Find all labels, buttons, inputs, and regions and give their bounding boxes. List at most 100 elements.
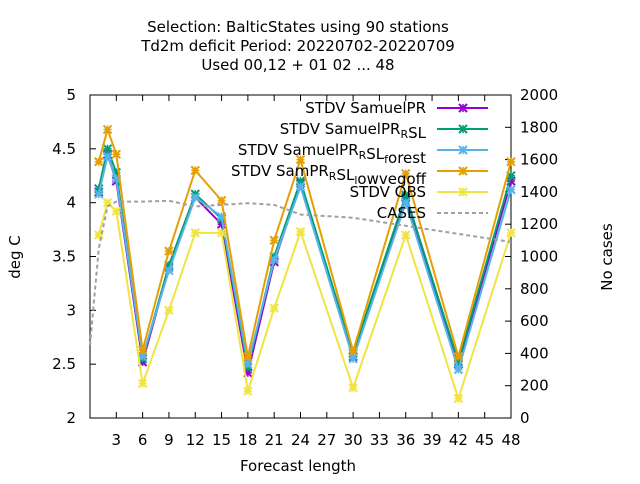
data-point	[216, 195, 227, 206]
legend-label-text: STDV OBS	[350, 183, 426, 201]
series-group	[89, 124, 516, 404]
legend-label-subscript: f	[384, 153, 389, 166]
legend-item-2: STDV SamuelPRRSLforest	[238, 141, 488, 167]
data-point	[295, 227, 306, 237]
data-point	[453, 364, 464, 375]
y2-axis-label: No cases	[598, 223, 616, 291]
data-point	[190, 165, 200, 176]
data-point	[137, 378, 148, 389]
legend-label-subscript: R	[329, 170, 337, 183]
axes: 3 6 9 12 15 18 21 24 27 30 33 36 39 42 45 4822.533.544.…	[52, 86, 558, 449]
legend-label: STDV SamuelPRRSL	[280, 120, 427, 142]
legend-label-subscript: l	[354, 174, 357, 187]
data-point	[102, 151, 113, 162]
title-line-2: Td2m deficit Period: 20220702-20220709	[140, 37, 455, 55]
x-tick-label: 30	[344, 431, 363, 449]
data-point	[111, 206, 122, 216]
data-point	[401, 197, 411, 208]
data-point	[111, 149, 122, 159]
x-axis-label: Forecast length	[240, 457, 356, 475]
legend-label-text: STDV SamuelPR	[305, 99, 426, 117]
legend-label-subscript: R	[400, 128, 408, 141]
series-line	[97, 200, 512, 402]
y2-tick-label: 2000	[520, 86, 558, 104]
legend-label-subscript: R	[359, 149, 367, 162]
y-tick-label: 5	[66, 86, 76, 104]
x-tick-label: 15	[212, 431, 231, 449]
data-point	[295, 154, 306, 165]
data-point	[453, 393, 464, 404]
data-point	[295, 181, 306, 192]
x-tick-label: 12	[186, 431, 205, 449]
legend-marker	[458, 103, 468, 113]
data-point	[164, 246, 174, 256]
data-point	[94, 189, 104, 199]
data-point	[506, 185, 516, 195]
legend-label-text: STDV SamuelPR	[280, 120, 401, 138]
legend-item-1: STDV SamuelPRRSL	[280, 120, 488, 142]
data-point	[506, 157, 516, 167]
legend-label: STDV SamuelPR	[305, 99, 426, 117]
y-tick-label: 2.5	[52, 355, 76, 373]
legend-label: STDV SamuelPRRSLforest	[238, 141, 426, 167]
data-point	[243, 351, 253, 362]
x-tick-label: 42	[449, 431, 468, 449]
data-point	[190, 192, 200, 202]
series-line	[89, 199, 512, 346]
legend-item-0: STDV SamuelPR	[305, 99, 488, 117]
y2-tick-label: 800	[520, 280, 549, 298]
data-point	[269, 235, 279, 246]
data-point	[102, 144, 113, 154]
legend-label-text: SL	[366, 145, 385, 163]
y-tick-label: 3.5	[52, 248, 76, 266]
x-tick-label: 24	[291, 431, 310, 449]
legend-label-text: owvegoff	[357, 170, 426, 188]
series-line	[97, 126, 512, 361]
data-point	[348, 383, 358, 393]
x-tick-label: 33	[370, 431, 389, 449]
y2-tick-label: 1600	[520, 151, 558, 169]
legend-item-5: CASES	[377, 204, 488, 222]
series-4	[94, 197, 516, 404]
chart-title: Selection: BalticStates using 90 station…	[140, 18, 455, 74]
y2-tick-label: 1200	[520, 215, 558, 233]
data-point	[102, 124, 113, 135]
x-tick-label: 3	[112, 431, 122, 449]
data-point	[506, 228, 516, 238]
legend-label-text: CASES	[377, 204, 426, 222]
legend-label-text: STDV SamuelPR	[238, 141, 359, 159]
legend-label-text: STDV SamPR	[231, 162, 329, 180]
data-point	[401, 190, 411, 200]
series-3	[94, 124, 516, 362]
legend-label-text: orest	[388, 149, 426, 167]
data-point	[190, 228, 200, 238]
data-point	[137, 345, 148, 355]
data-point	[453, 351, 464, 362]
x-tick-label: 9	[164, 431, 174, 449]
data-point	[269, 303, 279, 313]
data-point	[216, 228, 227, 238]
y2-tick-label: 1400	[520, 183, 558, 201]
data-point	[243, 386, 253, 396]
legend-marker	[458, 187, 468, 197]
y2-tick-label: 200	[520, 377, 549, 395]
data-point	[348, 354, 358, 364]
legend-marker	[458, 166, 468, 176]
title-line-3: Used 00,12 + 01 02 ... 48	[201, 56, 394, 74]
y2-tick-label: 0	[520, 409, 530, 427]
y-axis-label: deg C	[6, 235, 24, 279]
y2-tick-label: 600	[520, 312, 549, 330]
series-line	[97, 152, 512, 373]
x-tick-label: 39	[423, 431, 442, 449]
y-tick-label: 3	[66, 301, 76, 319]
data-point	[401, 168, 411, 179]
y2-tick-label: 400	[520, 344, 549, 362]
data-point	[243, 359, 253, 369]
legend-label-text: SL	[408, 124, 427, 142]
x-tick-label: 18	[238, 431, 257, 449]
legend-label-text: SL	[336, 166, 355, 184]
legend-label: STDV SamPRRSLlowvegoff	[231, 162, 427, 188]
data-point	[269, 255, 279, 265]
